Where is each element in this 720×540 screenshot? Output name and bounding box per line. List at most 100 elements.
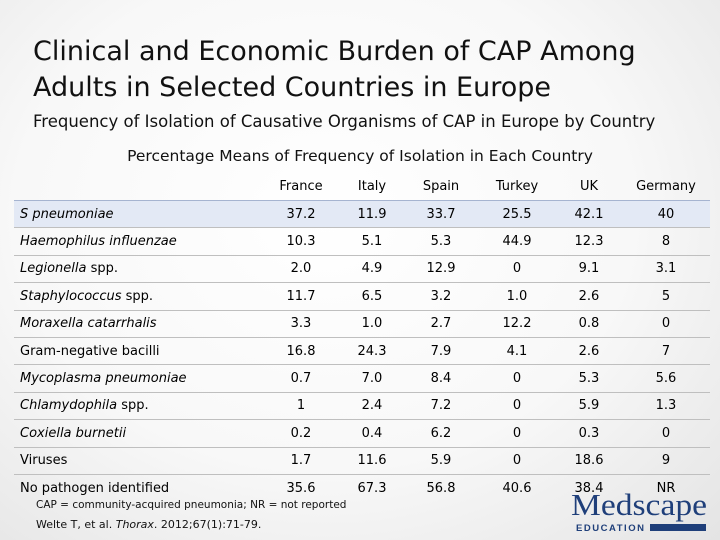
table-cell: 16.8 [262, 336, 340, 365]
table-cell: 40.6 [478, 473, 556, 502]
organism-suffix: Gram-negative bacilli [20, 343, 160, 359]
organism-italic: Moraxella catarrhalis [20, 316, 157, 332]
table-row: Viruses 1.7 11.6 5.9 0 18.6 9 [14, 446, 710, 475]
table-cell: 33.7 [404, 199, 478, 228]
table-row: Staphylococcus spp. 11.7 6.5 3.2 1.0 2.6 5 [14, 282, 710, 311]
table-cell: 12.9 [404, 254, 478, 283]
table-cell: 67.3 [340, 473, 404, 502]
organism-suffix: Viruses [20, 453, 68, 469]
table-cell: 0.2 [262, 419, 340, 448]
organism-italic: Mycoplasma pneumoniae [20, 371, 187, 387]
table-cell: 2.4 [340, 391, 404, 420]
organism-name: Moraxella catarrhalis [14, 309, 262, 338]
logo-wordmark: Medscape [571, 487, 707, 522]
table-cell: 7.9 [404, 336, 478, 365]
table-row: Mycoplasma pneumoniae 0.7 7.0 8.4 0 5.3 5.6 [14, 364, 710, 393]
table-cell: 12.3 [556, 227, 622, 256]
table-cell: 18.6 [556, 446, 622, 475]
organism-italic: Coxiella burnetii [20, 425, 127, 441]
table-cell: 3.2 [404, 282, 478, 311]
table-cell: 1.7 [262, 446, 340, 475]
table-cell: 5.3 [404, 227, 478, 256]
table-cell: 5.9 [404, 446, 478, 475]
column-header-turkey: Turkey [495, 178, 539, 194]
column-header-uk: UK [579, 178, 599, 194]
table-cell: 0 [622, 309, 710, 338]
table-cell: 11.9 [340, 199, 404, 228]
organism-name: Legionella spp. [14, 254, 262, 283]
table-cell: 40 [622, 199, 710, 228]
table-cell: NR [622, 473, 710, 502]
table-cell: 1.0 [340, 309, 404, 338]
table-cell: 3.1 [622, 254, 710, 283]
organism-name: Haemophilus influenzae [14, 227, 262, 256]
table-cell: 9.1 [556, 254, 622, 283]
slide-title: Clinical and Economic Burden of CAP Amon… [33, 34, 693, 106]
citation-details: . 2012;67(1):71-79. [153, 518, 262, 531]
organism-suffix: spp. [86, 261, 119, 277]
table-caption: Percentage Means of Frequency of Isolati… [127, 147, 593, 165]
table-cell: 2.7 [404, 309, 478, 338]
table-body: S pneumoniae 37.2 11.9 33.7 25.5 42.1 40 Haemop… [14, 199, 710, 502]
table-row: Legionella spp. 2.0 4.9 12.9 0 9.1 3.1 [14, 254, 710, 283]
slide-subtitle: Frequency of Isolation of Causative Orga… [33, 112, 656, 131]
table-cell: 42.1 [556, 199, 622, 228]
table-cell: 7 [622, 336, 710, 365]
table-cell: 3.3 [262, 309, 340, 338]
footnote: CAP = community-acquired pneumonia; NR =… [36, 499, 347, 511]
table-cell: 5.9 [556, 391, 622, 420]
table-cell: 1.0 [478, 282, 556, 311]
table-cell: 25.5 [478, 199, 556, 228]
table-cell: 35.6 [262, 473, 340, 502]
table-cell: 4.1 [478, 336, 556, 365]
table-cell: 5.3 [556, 364, 622, 393]
table-cell: 0 [478, 446, 556, 475]
logo-tagline: EDUCATION [576, 523, 644, 534]
table-row: Gram-negative bacilli 16.8 24.3 7.9 4.1 2.6 7 [14, 336, 710, 365]
table-row: No pathogen identified 35.6 67.3 56.8 40.6 38… [14, 473, 710, 502]
table-row: S pneumoniae 37.2 11.9 33.7 25.5 42.1 40 [14, 199, 710, 228]
table-cell: 38.4 [556, 473, 622, 502]
citation-journal: Thorax [115, 518, 154, 531]
organism-frequency-table: France Italy Spain Turkey UK Germany S p… [14, 172, 710, 502]
table-cell: 9 [622, 446, 710, 475]
table-cell: 10.3 [262, 227, 340, 256]
citation-authors: Welte T, et al. [36, 518, 116, 531]
organism-suffix: spp. [121, 288, 154, 304]
table-cell: 37.2 [262, 199, 340, 228]
column-header-italy: Italy [357, 178, 387, 194]
organism-name: Coxiella burnetii [14, 419, 262, 448]
table-cell: 4.9 [340, 254, 404, 283]
table-cell: 5.6 [622, 364, 710, 393]
organism-italic: S pneumoniae [20, 206, 114, 222]
organism-name: Viruses [14, 446, 262, 475]
organism-name: Chlamydophila spp. [14, 391, 262, 420]
table-cell: 8.4 [404, 364, 478, 393]
table-cell: 1.3 [622, 391, 710, 420]
table-cell: 0 [478, 364, 556, 393]
table-cell: 7.0 [340, 364, 404, 393]
table-cell: 0 [478, 254, 556, 283]
organism-italic: Legionella [20, 261, 87, 277]
table-row: Chlamydophila spp. 1 2.4 7.2 0 5.9 1.3 [14, 391, 710, 420]
table-cell: 1 [262, 391, 340, 420]
table-cell: 0.3 [556, 419, 622, 448]
table-cell: 0 [622, 419, 710, 448]
organism-name: No pathogen identified [14, 473, 262, 502]
organism-name: Gram-negative bacilli [14, 336, 262, 365]
table-cell: 6.2 [404, 419, 478, 448]
table-cell: 0 [478, 391, 556, 420]
table-cell: 56.8 [404, 473, 478, 502]
column-header-germany: Germany [636, 178, 696, 194]
table-row: Coxiella burnetii 0.2 0.4 6.2 0 0.3 0 [14, 419, 710, 448]
table-cell: 7.2 [404, 391, 478, 420]
organism-italic: Haemophilus influenzae [20, 234, 177, 250]
table-cell: 0.4 [340, 419, 404, 448]
title-line-1: Clinical and Economic Burden of CAP Amon… [33, 36, 636, 67]
table-cell: 11.7 [262, 282, 340, 311]
table-cell: 44.9 [478, 227, 556, 256]
table-cell: 11.6 [340, 446, 404, 475]
column-header-france: France [279, 178, 323, 194]
table-cell: 2.6 [556, 282, 622, 311]
table-header-row: France Italy Spain Turkey UK Germany [14, 172, 710, 201]
